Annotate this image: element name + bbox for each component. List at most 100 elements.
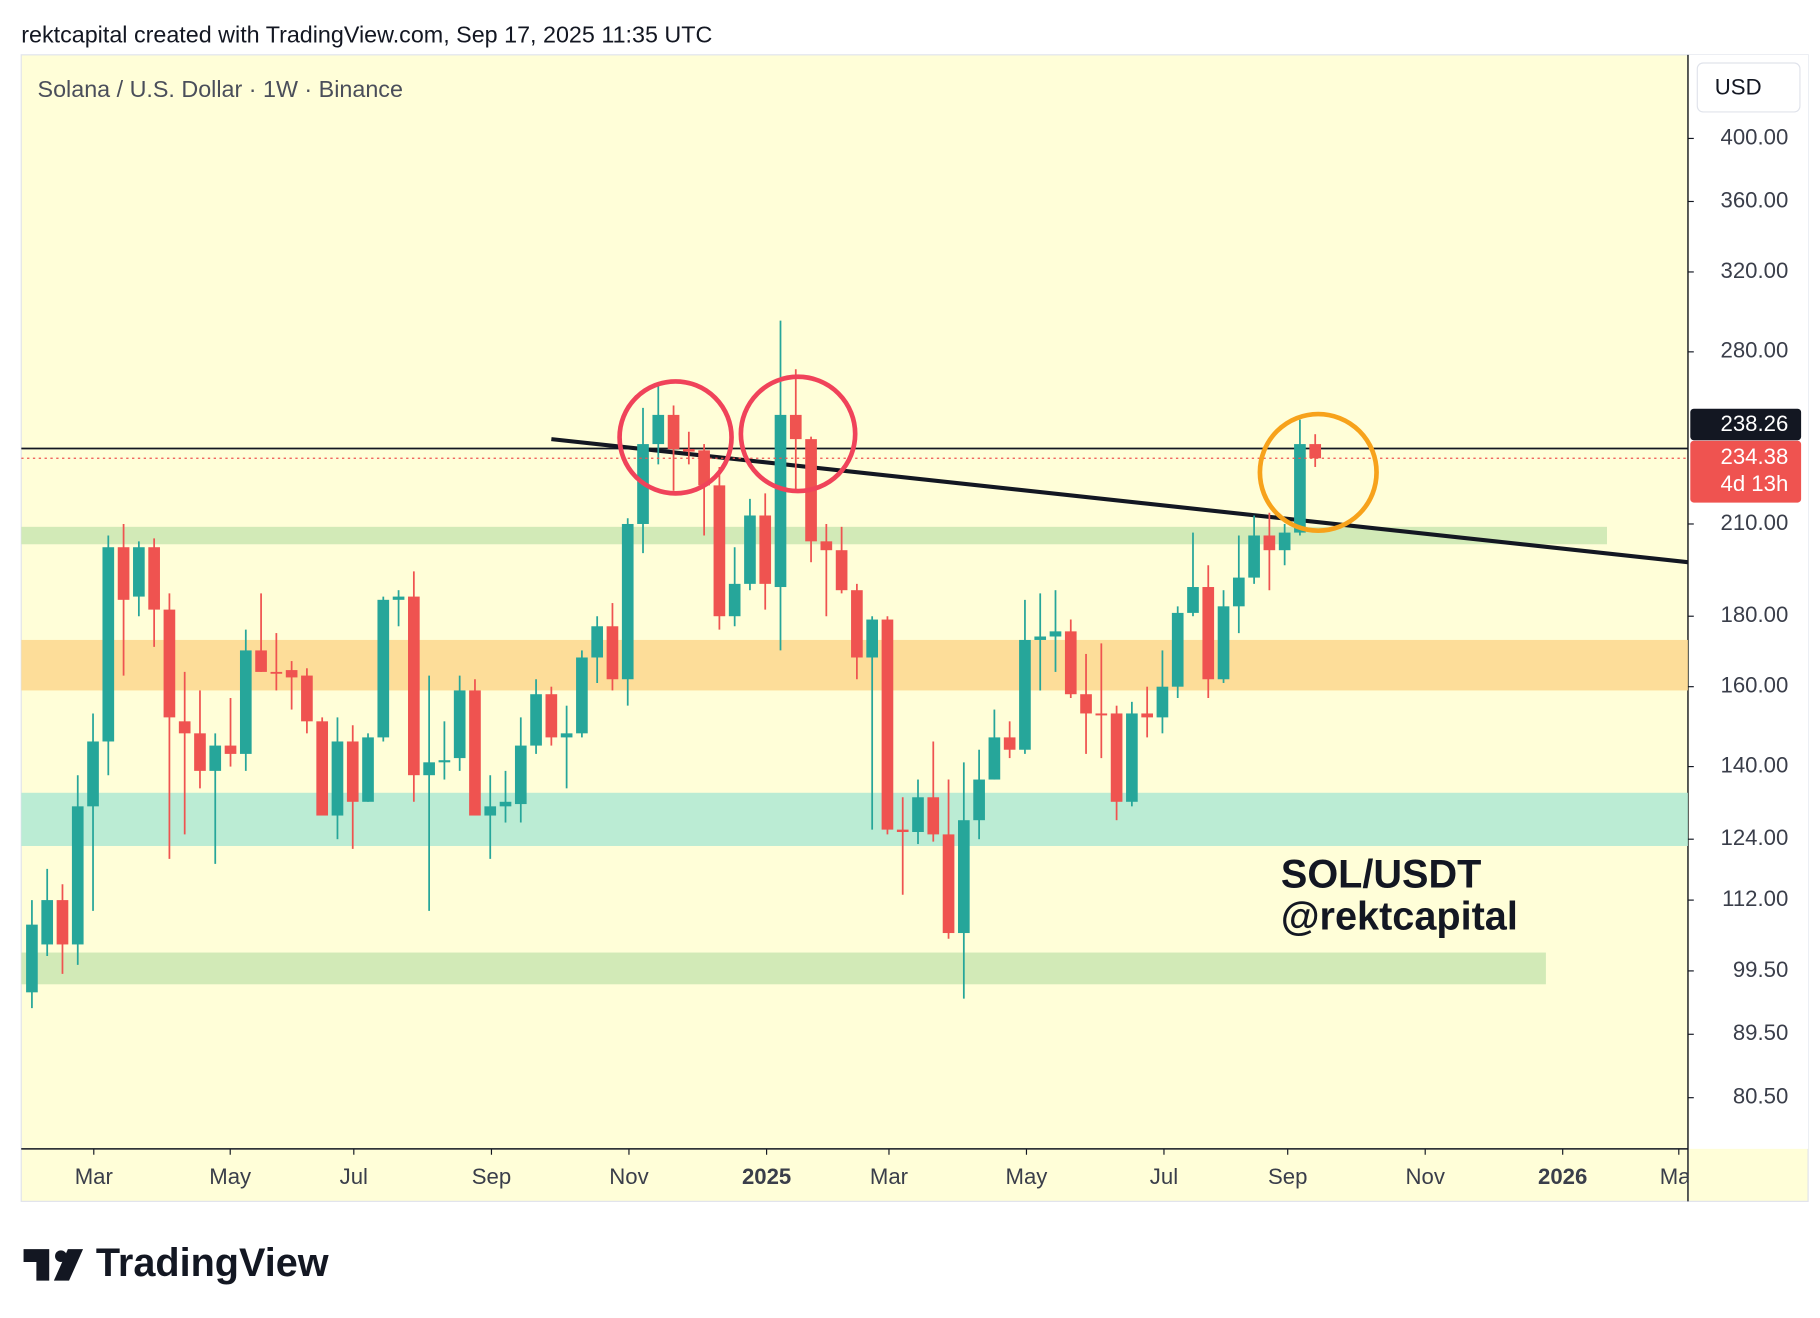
- hline-price-box: [1690, 408, 1802, 441]
- x-tick-label: Mar: [870, 1164, 909, 1189]
- candle-body: [255, 650, 267, 672]
- candle-body: [117, 547, 130, 600]
- candle-body: [392, 596, 405, 600]
- candle-body: [774, 414, 787, 588]
- axes: 80.50 89.50 99.50 112.00 124.00 140.00 160.00 1…: [1687, 124, 1802, 1109]
- candle-body: [744, 515, 756, 584]
- candle-body: [285, 670, 298, 678]
- candle-body: [499, 801, 512, 807]
- candle-body: [988, 737, 1001, 780]
- candle-body: [438, 760, 451, 763]
- candle-body: [316, 721, 329, 816]
- candle-body: [194, 733, 206, 771]
- x-tick-label: Mar: [75, 1164, 114, 1189]
- candle-body: [178, 721, 191, 734]
- candle-body: [41, 900, 54, 945]
- tradingview-logo-text: TradingView: [96, 1241, 329, 1285]
- candle-body: [606, 626, 619, 680]
- currency-label[interactable]: USD: [1715, 75, 1762, 100]
- candle-body: [1202, 587, 1215, 680]
- candle-body: [560, 733, 573, 738]
- highlight-circle: [617, 379, 734, 496]
- candle-body: [652, 414, 665, 445]
- y-tick-label: 160.00: [1720, 673, 1788, 698]
- candle-body: [1095, 713, 1108, 716]
- annotation-pair: SOL/USDT: [1281, 853, 1481, 897]
- candle-body: [1110, 713, 1123, 802]
- candle-body: [530, 694, 542, 746]
- candle-body: [1126, 713, 1138, 802]
- y-tick-label: 400.00: [1720, 124, 1788, 149]
- candle-body: [713, 485, 726, 617]
- candle-body: [1049, 631, 1062, 637]
- candle-body: [148, 547, 160, 610]
- plot-area: [21, 320, 1688, 1009]
- candle-body: [514, 745, 527, 805]
- highlight-circle: [738, 374, 858, 494]
- candle-body: [362, 737, 374, 802]
- candle-body: [896, 829, 909, 833]
- candle-body: [239, 650, 252, 754]
- candle-body: [484, 806, 497, 816]
- candle-body: [133, 547, 145, 597]
- candle-body: [71, 806, 84, 945]
- candle-body: [1034, 636, 1047, 640]
- candle-body: [377, 599, 390, 738]
- candle-body: [621, 523, 634, 680]
- candle-body: [591, 626, 604, 658]
- candle-body: [346, 741, 359, 802]
- candle-body: [1278, 532, 1291, 551]
- candle-body: [942, 834, 955, 934]
- candle-body: [1064, 631, 1077, 695]
- candle-body: [851, 590, 863, 658]
- chart-frame: [20, 54, 1809, 1202]
- candle-body: [301, 675, 313, 722]
- candle-body: [912, 797, 924, 833]
- candle-body: [408, 596, 420, 776]
- y-tick-label: 320.00: [1720, 258, 1788, 283]
- y-tick-label: 99.50: [1733, 957, 1788, 982]
- x-tick-label: May: [209, 1164, 252, 1189]
- time-axis: Mar May Jul Sep Nov 2025 Mar May Jul Sep Nov 2026 Ma…: [75, 1148, 1699, 1189]
- candle-body: [698, 450, 710, 486]
- candle-body: [881, 619, 894, 830]
- y-tick-label: 140.00: [1720, 752, 1788, 777]
- candle-body: [1217, 606, 1230, 680]
- candle-body: [728, 583, 741, 617]
- candle-body: [469, 690, 481, 816]
- last-price-box: [1690, 440, 1802, 503]
- x-tick-label: May: [1006, 1164, 1049, 1189]
- highlight-circle: [1257, 411, 1379, 534]
- candle-body: [453, 690, 466, 759]
- annotation-author: @rektcapital: [1281, 895, 1518, 939]
- y-tick-label: 112.00: [1722, 886, 1788, 911]
- candle-body: [56, 900, 69, 945]
- y-tick-label: 360.00: [1720, 187, 1788, 212]
- candle-body: [667, 414, 680, 450]
- candle-body: [26, 924, 38, 993]
- candle-body: [835, 550, 848, 591]
- candle-body: [102, 547, 115, 742]
- candle-body: [163, 609, 176, 718]
- candle-body: [973, 779, 985, 821]
- candle-body: [1080, 694, 1092, 714]
- candle-body: [270, 671, 283, 674]
- candle-body: [1019, 639, 1031, 750]
- y-tick-label: 80.50: [1733, 1084, 1788, 1109]
- x-tick-label: Mar: [1660, 1164, 1699, 1189]
- candle-body: [1263, 535, 1276, 551]
- x-tick-label: Sep: [472, 1164, 511, 1189]
- candle-body: [1294, 444, 1306, 533]
- x-tick-label: 2026: [1538, 1164, 1587, 1189]
- bar-countdown: 4d 13h: [1720, 471, 1788, 496]
- x-tick-label: Nov: [609, 1164, 648, 1189]
- x-tick-label: Sep: [1268, 1164, 1307, 1189]
- currency-button[interactable]: [1696, 62, 1801, 113]
- last-price-label: 234.38: [1720, 444, 1788, 469]
- candle-body: [866, 619, 878, 658]
- tradingview-logo-icon: [23, 1249, 84, 1281]
- candle-body: [927, 797, 940, 835]
- y-tick-label: 89.50: [1733, 1020, 1788, 1045]
- y-tick-label: 210.00: [1720, 510, 1788, 535]
- price-zone: [21, 792, 1688, 846]
